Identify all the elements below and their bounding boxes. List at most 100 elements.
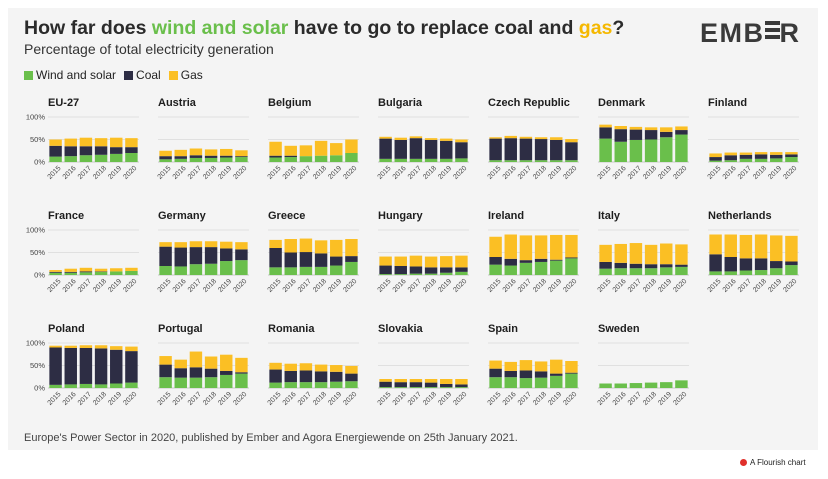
bar-wind-solar	[174, 158, 187, 162]
bar-coal	[174, 368, 187, 378]
bar-wind-solar	[125, 270, 138, 275]
bar-wind-solar	[189, 157, 203, 162]
bar-wind-solar	[174, 266, 187, 275]
bar-gas	[754, 152, 768, 155]
x-tick-label: 2020	[232, 278, 248, 294]
x-tick-label: 2020	[452, 391, 468, 407]
bar-coal	[409, 382, 423, 388]
bar-gas	[314, 140, 328, 156]
bar-gas	[455, 379, 468, 385]
bar-gas	[409, 379, 423, 383]
bar-gas	[204, 356, 218, 369]
bar-coal	[644, 264, 658, 269]
x-tick-label: 2016	[172, 391, 188, 407]
x-tick-label: 2017	[407, 165, 423, 181]
bar-wind-solar	[314, 266, 328, 275]
panel-denmark: Denmark 2015 2016 2017 2018 2019 2020	[597, 97, 689, 181]
bar-gas	[565, 234, 578, 258]
flourish-credit[interactable]: A Flourish chart	[740, 458, 806, 467]
bar-gas	[159, 242, 172, 247]
bar-coal	[189, 367, 203, 378]
panel-hungary: Hungary 2015 2016 2017 2018 2019 2020	[377, 210, 469, 294]
x-tick-label: 2020	[782, 278, 798, 294]
bar-wind-solar	[409, 273, 423, 275]
bar-coal	[709, 157, 722, 161]
bar-wind-solar	[614, 383, 627, 388]
bar-coal	[739, 154, 753, 159]
x-tick-label: 2018	[642, 391, 658, 407]
panel-romania: Romania 2015 2016 2017 2018 2019 2020	[267, 323, 359, 407]
bar-wind-solar	[110, 383, 123, 388]
legend-swatch-gas	[168, 70, 178, 80]
panel-germany: Germany 2015 2016 2017 2018 2019 2020	[157, 210, 249, 294]
bar-gas	[330, 239, 343, 257]
x-tick-label: 2020	[672, 391, 688, 407]
bar-wind-solar	[379, 387, 392, 388]
bar-wind-solar	[675, 380, 688, 388]
bar-gas	[64, 138, 77, 147]
legend-label-gas: Gas	[180, 68, 203, 82]
legend-item-coal: Coal	[124, 68, 161, 82]
bar-wind-solar	[565, 373, 578, 388]
x-tick-label: 2019	[657, 165, 673, 181]
bar-gas	[519, 235, 533, 261]
bar-coal	[675, 130, 688, 135]
bar-gas	[189, 148, 203, 156]
bar-coal	[204, 368, 218, 378]
bar-gas	[440, 379, 453, 384]
x-tick-label: 2016	[502, 278, 518, 294]
bar-wind-solar	[409, 387, 423, 388]
bar-coal	[534, 371, 548, 378]
bar-coal	[379, 138, 392, 159]
x-tick-label: 2018	[92, 278, 108, 294]
bar-wind-solar	[204, 263, 218, 275]
bar-coal	[49, 145, 62, 157]
bar-wind-solar	[379, 158, 392, 162]
bar-gas	[220, 148, 233, 156]
x-tick-label: 2018	[92, 165, 108, 181]
bar-gas	[440, 138, 453, 141]
bar-coal	[269, 155, 282, 158]
bar-wind-solar	[189, 377, 203, 388]
bar-coal	[675, 264, 688, 267]
bar-gas	[220, 241, 233, 249]
x-tick-label: 2020	[232, 165, 248, 181]
bar-wind-solar	[269, 157, 282, 162]
bar-wind-solar	[724, 271, 737, 275]
x-tick-label: 2018	[312, 165, 328, 181]
bar-wind-solar	[519, 378, 533, 388]
bar-coal	[599, 127, 612, 139]
panel-title: Sweden	[598, 323, 640, 335]
x-tick-label: 2020	[672, 165, 688, 181]
bar-wind-solar	[739, 158, 753, 162]
x-tick-label: 2019	[107, 165, 123, 181]
bar-coal	[79, 347, 93, 384]
panel-title: EU-27	[48, 97, 79, 109]
x-tick-label: 2015	[597, 391, 613, 407]
bar-wind-solar	[64, 384, 77, 388]
x-tick-label: 2020	[452, 278, 468, 294]
bar-gas	[269, 141, 282, 156]
bar-coal	[629, 129, 643, 140]
x-tick-label: 2015	[157, 165, 173, 181]
bar-coal	[504, 258, 517, 266]
bar-wind-solar	[644, 382, 658, 388]
x-tick-label: 2016	[722, 165, 738, 181]
x-tick-label: 2019	[547, 391, 563, 407]
panel-title: Portugal	[158, 323, 203, 335]
bar-gas	[504, 361, 517, 371]
bar-coal	[424, 139, 438, 159]
bar-wind-solar	[785, 157, 798, 162]
panel-title: Hungary	[378, 210, 424, 222]
bar-wind-solar	[629, 139, 643, 162]
bar-coal	[49, 271, 62, 273]
x-tick-label: 2018	[642, 165, 658, 181]
bar-wind-solar	[94, 154, 108, 162]
x-tick-label: 2015	[267, 165, 283, 181]
x-tick-label: 2019	[217, 391, 233, 407]
panel-italy: Italy 2015 2016 2017 2018 2019 2020	[597, 210, 689, 294]
bar-gas	[125, 346, 138, 352]
x-tick-label: 2020	[342, 391, 358, 407]
bar-wind-solar	[440, 158, 453, 162]
bar-gas	[94, 268, 108, 272]
